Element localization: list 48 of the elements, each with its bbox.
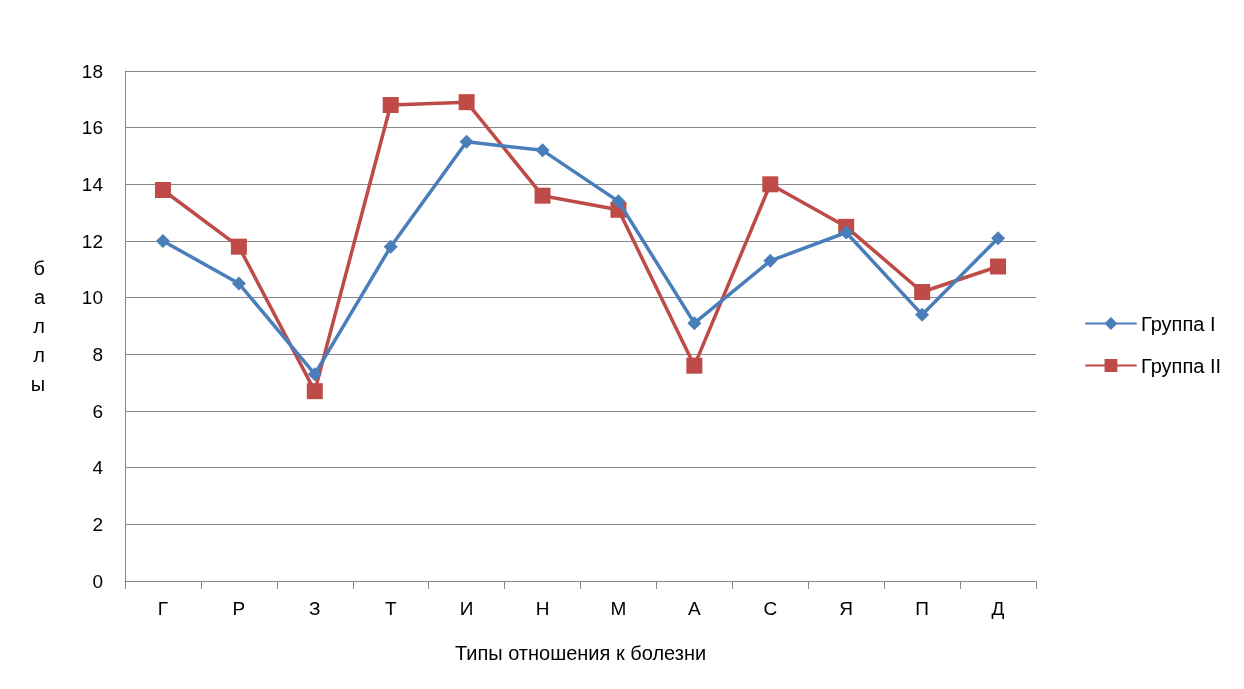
x-tick-label: Т xyxy=(384,598,397,619)
point xyxy=(230,238,247,255)
point xyxy=(914,284,931,300)
point xyxy=(990,258,1007,275)
point xyxy=(763,253,778,268)
y-tick-label: 4 xyxy=(92,457,104,479)
x-tick-label: Я xyxy=(839,598,854,619)
point xyxy=(686,357,703,374)
point xyxy=(383,239,398,254)
point xyxy=(382,97,399,113)
point xyxy=(915,307,930,322)
point xyxy=(534,187,551,204)
y-tick-label: 0 xyxy=(92,570,103,592)
x-tick-label: М xyxy=(610,598,627,619)
x-tick-label: Г xyxy=(157,598,169,619)
y-axis-title: баллы xyxy=(30,257,46,395)
x-tick-label: Р xyxy=(232,598,246,619)
point xyxy=(611,194,626,209)
x-axis-title: Типы отношения к болезни xyxy=(454,642,707,664)
y-tick-label: 8 xyxy=(92,343,103,365)
x-tick-label: П xyxy=(915,598,929,619)
point xyxy=(535,143,550,158)
point xyxy=(459,134,474,149)
point xyxy=(155,234,170,248)
y-tick-label: 10 xyxy=(81,287,103,309)
point xyxy=(231,276,246,291)
point xyxy=(687,316,702,331)
x-tick-label: З xyxy=(309,598,321,619)
point xyxy=(307,367,322,382)
point xyxy=(306,383,323,400)
legend-label: Группа I xyxy=(1140,312,1216,335)
y-tick-label: 6 xyxy=(92,400,103,422)
y-tick-label: 18 xyxy=(81,60,103,82)
y-tick-label: 12 xyxy=(81,230,103,252)
point xyxy=(991,231,1006,246)
x-tick-label: Н xyxy=(535,598,550,619)
x-tick-label: Д xyxy=(991,598,1005,619)
x-tick-label: И xyxy=(459,598,474,619)
legend-label: Группа II xyxy=(1140,354,1221,377)
x-tick-label: А xyxy=(688,598,702,619)
y-tick-label: 14 xyxy=(81,173,104,195)
x-tick-label: С xyxy=(763,598,778,619)
y-tick-label: 2 xyxy=(92,513,103,535)
point xyxy=(458,94,475,111)
point xyxy=(762,176,779,193)
point xyxy=(154,182,171,198)
y-tick-label: 16 xyxy=(81,117,103,139)
point xyxy=(839,225,854,240)
